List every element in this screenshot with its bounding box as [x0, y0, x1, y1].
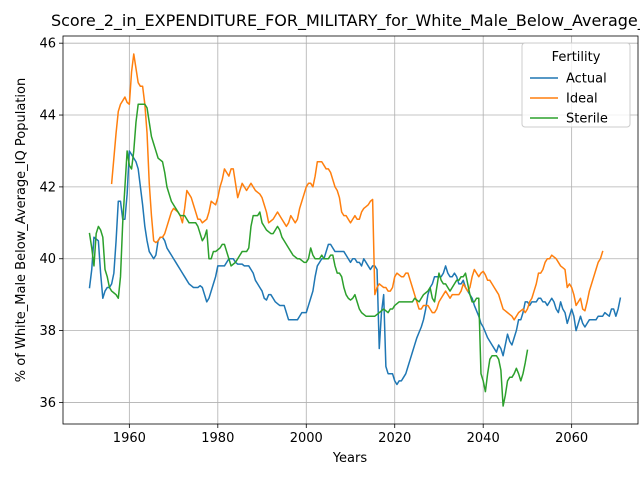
y-tick-label: 46 [39, 37, 56, 52]
legend-label-actual: Actual [566, 72, 607, 87]
x-tick-label: 2020 [378, 431, 411, 446]
x-tick-label: 1960 [113, 431, 146, 446]
x-tick-label: 2000 [290, 431, 323, 446]
x-axis-title: Years [332, 451, 368, 466]
legend-label-sterile: Sterile [566, 112, 608, 127]
y-tick-label: 40 [39, 252, 56, 267]
legend: Fertility Actual Ideal Sterile [521, 42, 631, 128]
x-tick-label: 2040 [467, 431, 500, 446]
series-line-sterile [88, 103, 529, 407]
series-line-ideal [110, 53, 604, 321]
y-tick-label: 42 [39, 180, 56, 195]
legend-label-ideal: Ideal [566, 92, 598, 107]
y-axis-title: % of White_Male Below_Average_IQ Populat… [14, 78, 29, 382]
x-tick-label: 2060 [555, 431, 588, 446]
x-tick-label: 1980 [201, 431, 234, 446]
legend-items: Actual Ideal Sterile [530, 72, 608, 127]
series-layer [88, 53, 622, 407]
legend-box [521, 42, 631, 128]
y-tick-label: 36 [39, 396, 56, 411]
y-axis-ticks: 36 38 40 42 44 46 [39, 37, 63, 411]
series-line-actual [88, 150, 622, 386]
chart-title: Score_2_in_EXPENDITURE_FOR_MILITARY_for_… [51, 11, 640, 31]
legend-title: Fertility [552, 50, 601, 65]
x-axis-ticks: 1960 1980 2000 2020 2040 2060 [113, 424, 588, 446]
y-tick-label: 44 [39, 109, 56, 124]
plot-frame [62, 35, 639, 425]
y-tick-label: 38 [39, 324, 56, 339]
